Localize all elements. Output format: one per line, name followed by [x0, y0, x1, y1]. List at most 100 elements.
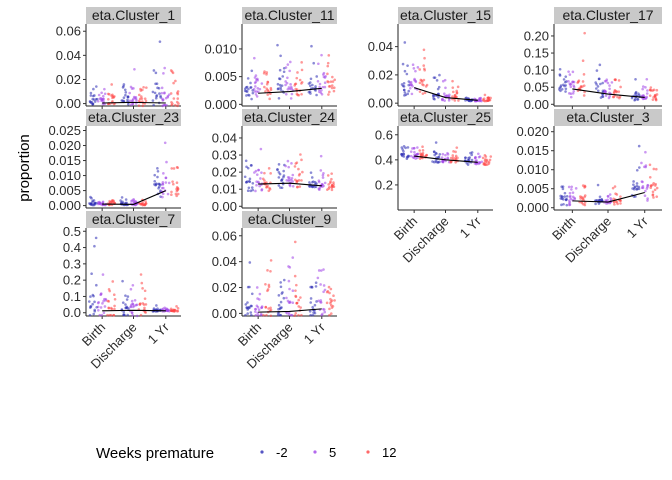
data-point [295, 301, 298, 305]
data-point [162, 172, 165, 175]
data-point [606, 198, 609, 202]
data-point [635, 184, 639, 188]
data-point [294, 312, 298, 315]
data-point [571, 70, 575, 74]
data-point [143, 289, 147, 293]
data-point [265, 71, 269, 74]
data-point [569, 85, 573, 89]
data-point [163, 141, 167, 145]
data-point [288, 300, 292, 304]
data-point [122, 99, 126, 103]
data-point [330, 185, 334, 188]
y-tick-label: 0.000 [516, 200, 549, 215]
data-point [314, 89, 317, 92]
data-point [297, 298, 300, 302]
data-point [291, 180, 294, 183]
data-point [160, 91, 164, 95]
data-point [310, 176, 314, 179]
data-point [96, 301, 100, 305]
data-point [331, 305, 335, 308]
data-point [286, 63, 290, 66]
data-point [286, 299, 290, 303]
data-point [102, 311, 106, 315]
data-point [266, 80, 270, 84]
data-point [322, 268, 325, 271]
data-point [269, 269, 272, 273]
data-point [258, 87, 262, 91]
points [243, 147, 336, 193]
y-tick-label: 0.010 [204, 41, 237, 56]
data-point [641, 87, 644, 91]
data-point [91, 94, 95, 98]
data-point [157, 186, 160, 190]
data-point [567, 80, 570, 83]
data-point [170, 193, 173, 197]
data-point [113, 307, 116, 311]
data-point [247, 87, 250, 91]
data-point [99, 306, 103, 309]
data-point [309, 171, 313, 174]
data-point [169, 92, 173, 95]
data-point [244, 303, 248, 306]
y-tick-label: 0.1 [63, 289, 81, 304]
data-point [416, 146, 419, 149]
data-point [153, 179, 157, 183]
data-point [143, 306, 146, 310]
data-point [615, 201, 619, 204]
panel-2: eta.Cluster_15 0.00 0.02 0.04 [368, 7, 493, 111]
data-point [562, 198, 565, 201]
panel-strip [242, 7, 337, 24]
panel-0: eta.Cluster_1 0.00 0.02 0.04 0.06 [56, 7, 181, 111]
y-tick-label: 0.00 [212, 306, 237, 321]
data-point [264, 90, 267, 93]
data-point [107, 98, 110, 101]
data-point [322, 290, 325, 294]
data-point [268, 97, 271, 101]
panel-title: eta.Cluster_15 [400, 7, 491, 23]
data-point [567, 70, 570, 73]
panel-3: eta.Cluster_17 0.00 0.05 0.10 0.15 0.20 [524, 7, 662, 112]
data-point [421, 92, 425, 95]
data-point [101, 94, 105, 98]
data-point [176, 90, 180, 93]
data-point [454, 156, 457, 160]
data-point [321, 312, 324, 316]
data-point [254, 313, 258, 317]
legend-label: 5 [329, 445, 336, 460]
data-point [279, 186, 282, 189]
y-tick-label: 0.010 [516, 162, 549, 177]
data-point [582, 94, 586, 97]
y-tick-label: 0.01 [212, 182, 237, 197]
data-point [405, 72, 409, 76]
data-point [638, 93, 641, 97]
data-point [113, 298, 117, 301]
y-tick-label: 0.06 [212, 228, 237, 243]
data-point [112, 313, 116, 317]
data-point [596, 183, 600, 187]
data-point [176, 97, 180, 100]
data-point [288, 287, 291, 291]
data-point [257, 308, 261, 311]
data-point [128, 99, 132, 103]
data-point [604, 94, 608, 97]
data-point [279, 285, 283, 289]
data-point [126, 98, 129, 102]
data-point [100, 313, 104, 317]
data-point [326, 72, 329, 76]
data-point [101, 273, 105, 276]
data-point [561, 185, 565, 188]
data-point [652, 167, 656, 171]
data-point [320, 53, 323, 57]
data-point [103, 305, 107, 308]
data-point [286, 76, 289, 80]
legend-entry: 12 [366, 445, 396, 460]
data-point [158, 40, 162, 43]
data-point [431, 160, 434, 163]
data-point [644, 189, 647, 193]
data-point [254, 189, 257, 193]
data-point [571, 80, 574, 84]
trend-line [572, 88, 645, 99]
data-point [401, 62, 405, 66]
trend-line [572, 191, 645, 203]
data-point [156, 86, 159, 90]
